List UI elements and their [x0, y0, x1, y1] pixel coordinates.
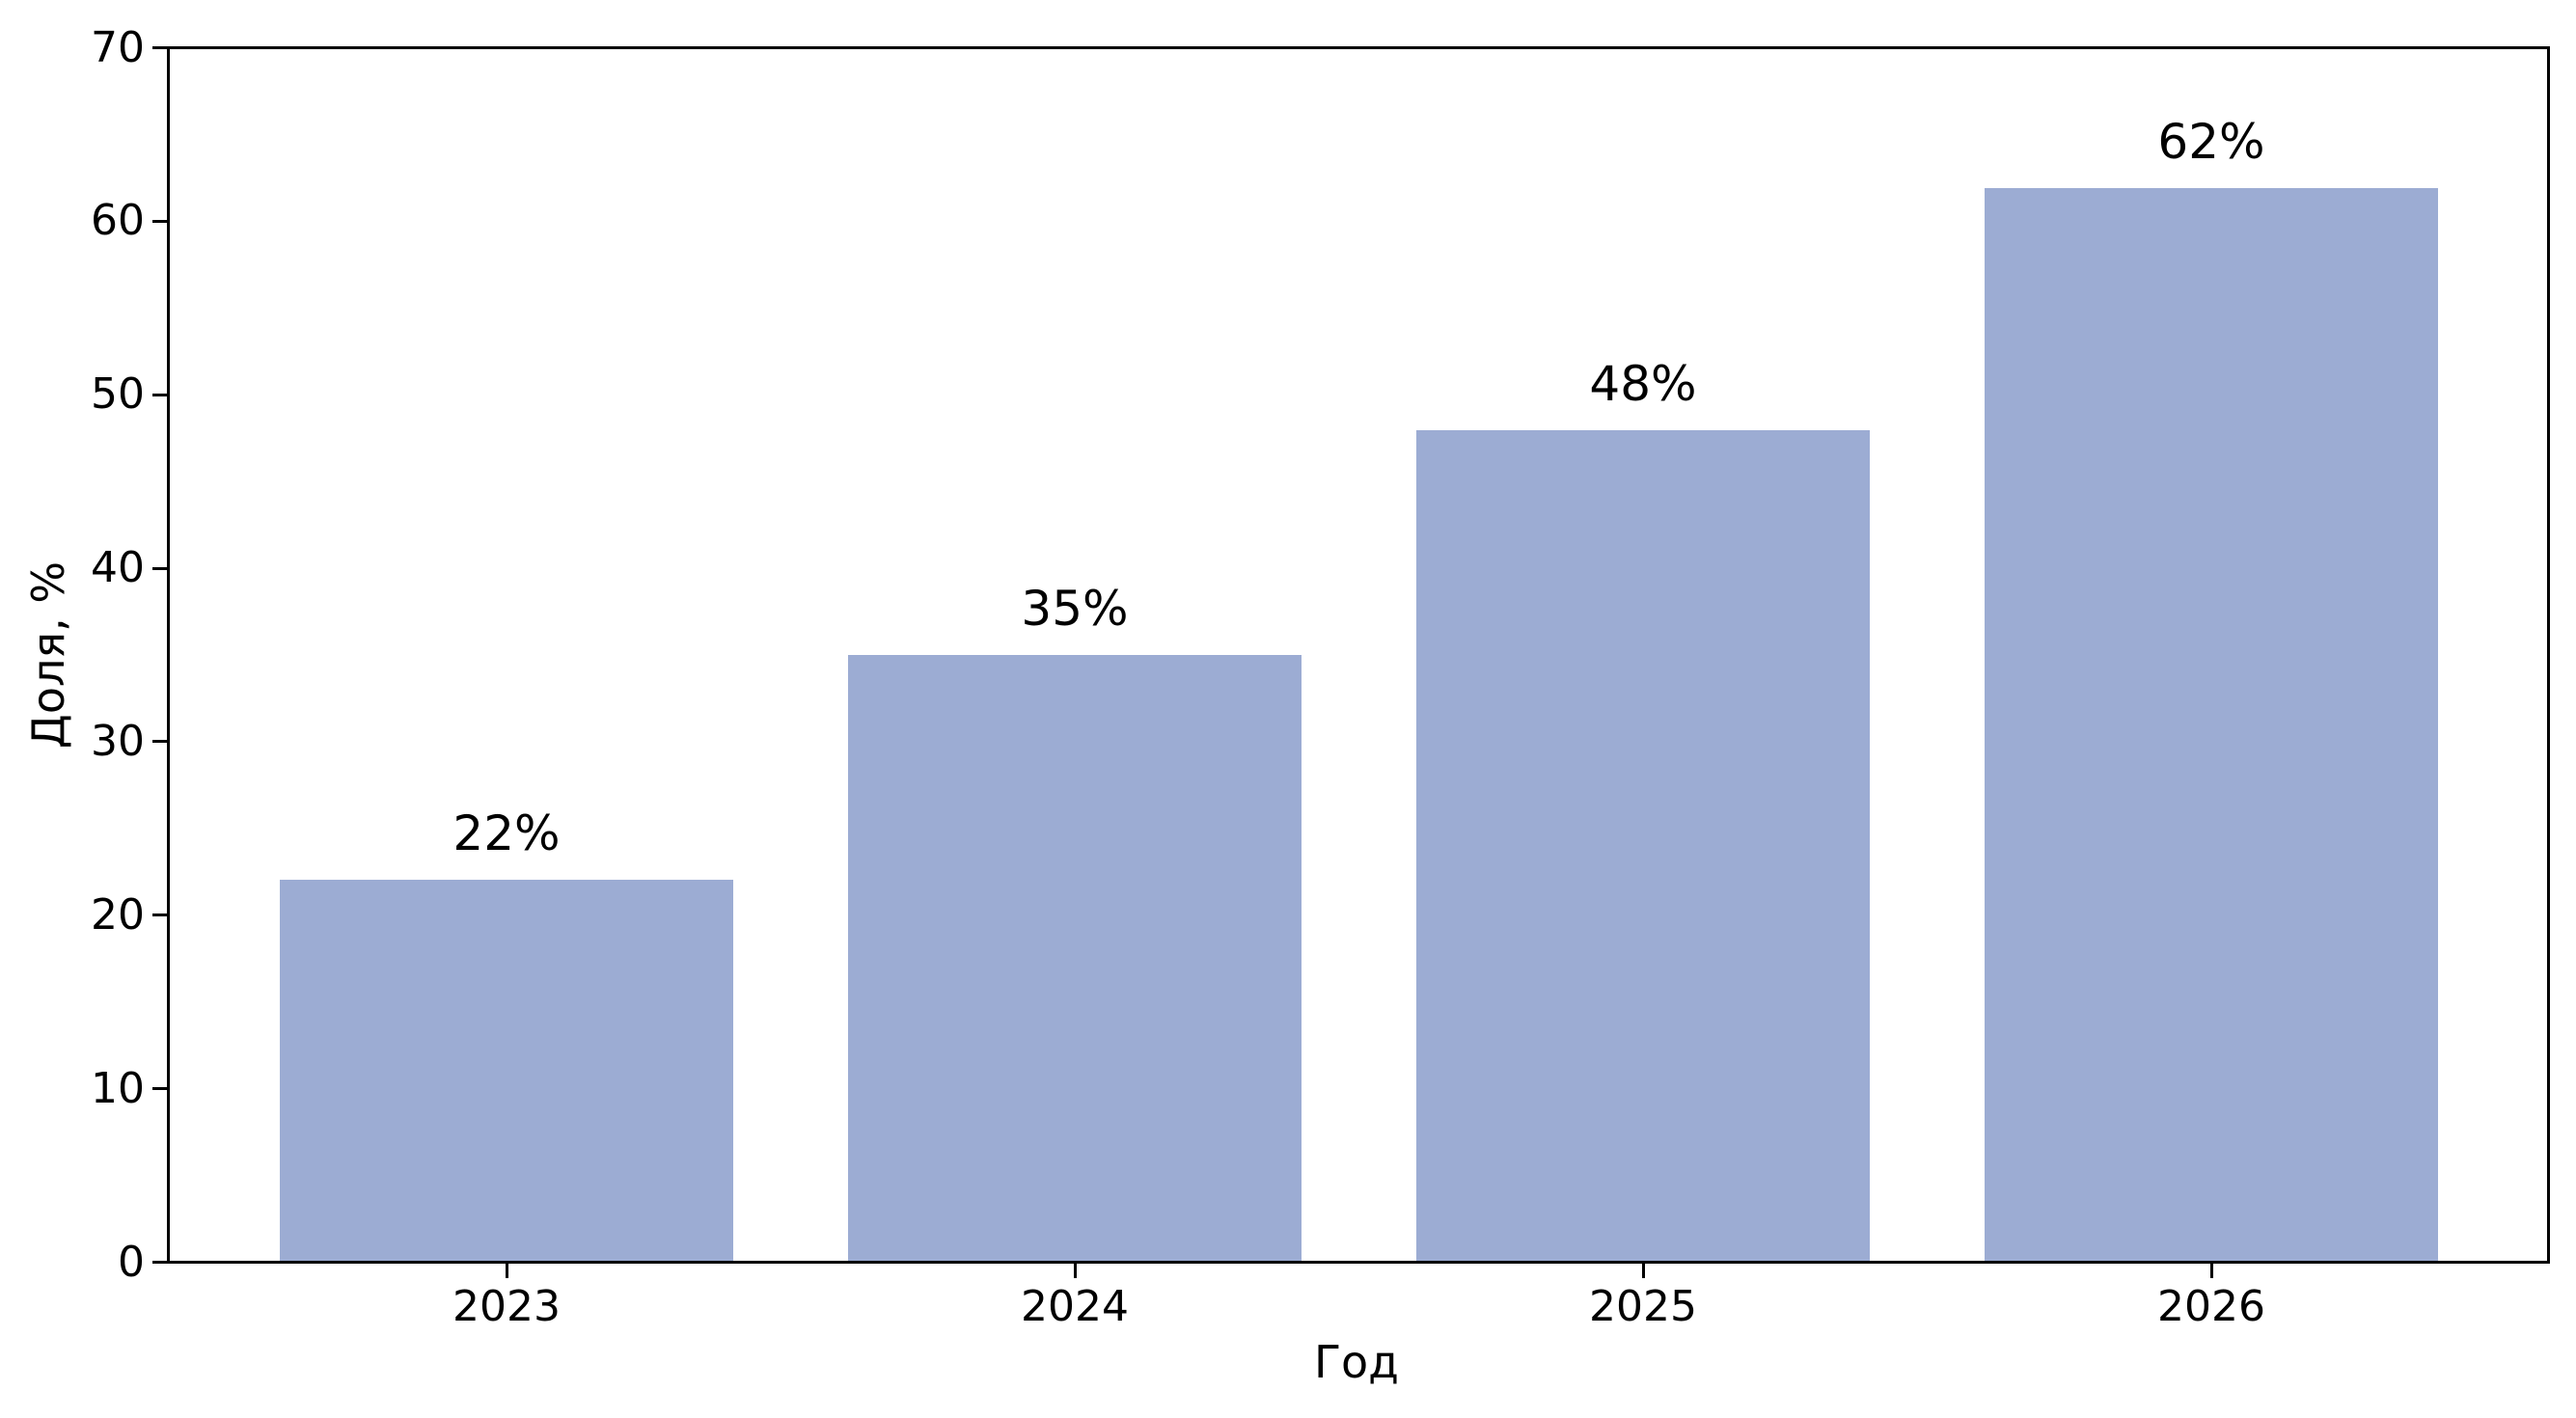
- y-tick-label: 30: [91, 716, 145, 766]
- bar-value-label: 62%: [2157, 113, 2265, 170]
- x-tick-mark: [2209, 1264, 2213, 1278]
- y-tick-label: 40: [91, 543, 145, 593]
- y-axis-label: Доля, %: [22, 560, 74, 750]
- x-tick-mark: [1641, 1264, 1645, 1278]
- y-tick-label: 60: [91, 196, 145, 246]
- y-tick-mark: [152, 740, 167, 744]
- y-tick-label: 10: [91, 1063, 145, 1113]
- bar-2024: [848, 655, 1302, 1261]
- y-tick-mark: [152, 46, 167, 49]
- y-tick-mark: [152, 1261, 167, 1264]
- bar-2025: [1416, 429, 1870, 1261]
- y-tick-label: 70: [91, 22, 145, 72]
- y-tick-mark: [152, 914, 167, 917]
- y-tick-label: 50: [91, 369, 145, 420]
- y-tick-mark: [152, 393, 167, 396]
- x-tick-mark: [1073, 1264, 1077, 1278]
- y-tick-mark: [152, 219, 167, 223]
- x-tick-label: 2023: [452, 1282, 561, 1331]
- x-tick-label: 2024: [1021, 1282, 1129, 1331]
- bar-value-label: 22%: [452, 805, 561, 862]
- bar-2026: [1985, 187, 2438, 1261]
- bar-value-label: 48%: [1589, 355, 1697, 412]
- bar-2023: [280, 880, 733, 1261]
- x-tick-label: 2026: [2157, 1282, 2265, 1331]
- bar-value-label: 35%: [1021, 581, 1129, 637]
- x-axis-label: Год: [1313, 1336, 1399, 1388]
- x-tick-label: 2025: [1589, 1282, 1697, 1331]
- plot-area: 22% 35% 48% 62%: [167, 46, 2550, 1264]
- y-tick-mark: [152, 566, 167, 570]
- x-tick-mark: [505, 1264, 508, 1278]
- y-tick-label: 0: [118, 1237, 145, 1287]
- y-tick-label: 20: [91, 889, 145, 940]
- y-tick-mark: [152, 1087, 167, 1091]
